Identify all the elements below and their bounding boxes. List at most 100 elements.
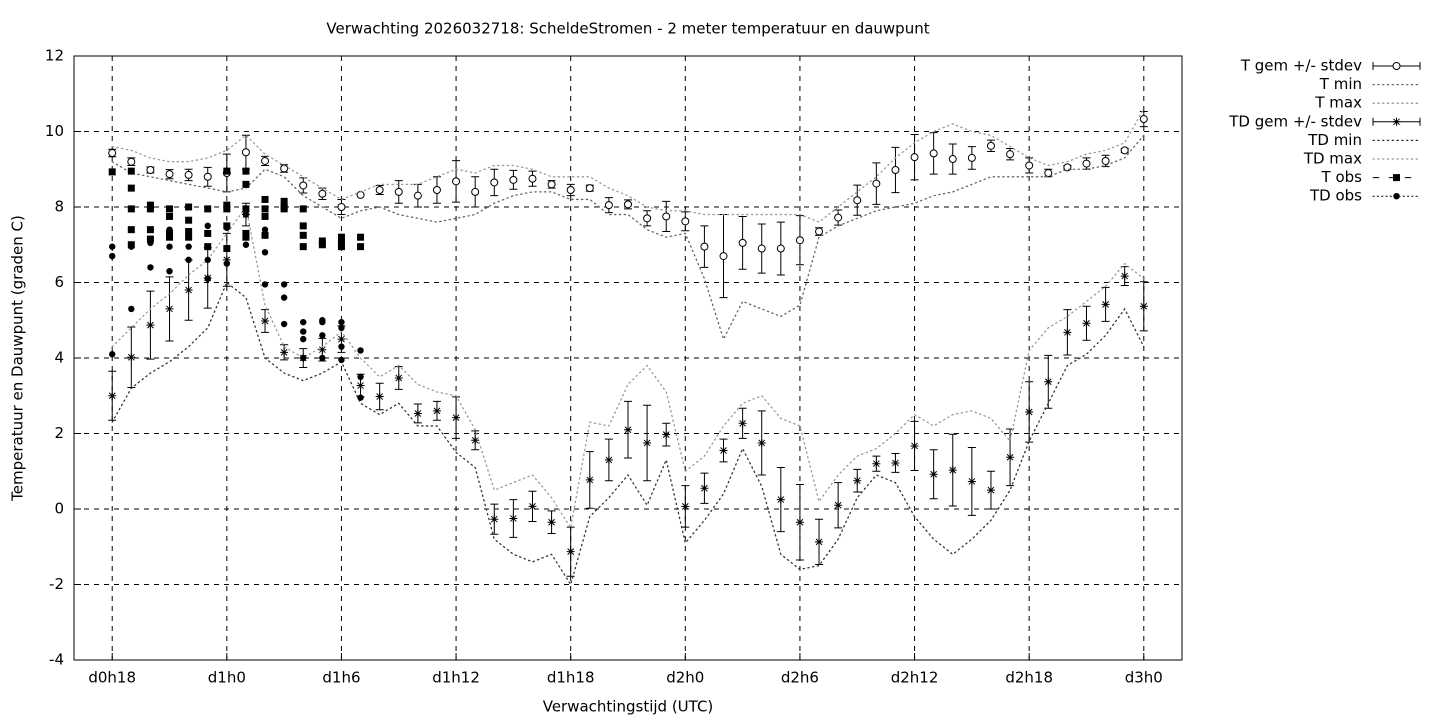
marker [490, 515, 499, 524]
marker [338, 356, 345, 364]
marker [299, 205, 307, 213]
marker [146, 201, 154, 209]
marker [242, 205, 250, 213]
marker [776, 495, 785, 504]
marker [986, 486, 995, 495]
marker [280, 320, 288, 328]
marker [127, 167, 135, 175]
marker [261, 195, 269, 203]
marker [319, 332, 326, 339]
marker [261, 156, 270, 165]
marker [795, 236, 804, 245]
marker [566, 547, 575, 556]
marker [1006, 150, 1015, 159]
marker [528, 502, 537, 511]
marker [356, 381, 365, 390]
marker [185, 243, 192, 250]
marker [261, 205, 269, 213]
marker [929, 149, 938, 158]
x-tick-label: d1h18 [547, 669, 595, 687]
marker [1063, 328, 1072, 337]
marker [719, 252, 728, 261]
y-axis-label: Temperatuur en Dauwpunt (graden C) [9, 215, 27, 502]
marker [127, 226, 135, 234]
x-tick-label: d2h12 [891, 669, 939, 687]
marker [738, 238, 747, 247]
marker [280, 281, 288, 288]
x-tick-label: d1h0 [208, 669, 246, 687]
marker [261, 281, 269, 288]
legend-label: TD obs [1309, 187, 1362, 205]
marker [357, 394, 364, 401]
range-line [111, 108, 1145, 223]
marker [108, 391, 117, 400]
marker [242, 233, 250, 241]
marker [147, 226, 154, 233]
marker [319, 354, 326, 362]
marker [719, 446, 728, 455]
marker [872, 459, 881, 468]
marker [165, 304, 174, 313]
marker [604, 455, 613, 464]
legend-label: T max [1314, 94, 1362, 112]
marker [432, 406, 441, 415]
marker [242, 180, 250, 188]
marker [223, 245, 231, 252]
legend-label: TD min [1307, 131, 1362, 149]
marker [261, 231, 269, 239]
marker [300, 354, 307, 362]
x-tick-label: d0h18 [88, 669, 136, 687]
marker [222, 255, 231, 264]
marker [223, 260, 231, 267]
marker [166, 229, 174, 237]
marker [166, 212, 174, 220]
marker [146, 205, 154, 213]
marker [299, 231, 307, 239]
marker [166, 243, 173, 250]
marker [452, 413, 461, 422]
marker [127, 184, 135, 192]
marker [738, 419, 747, 428]
x-tick-label: d1h12 [432, 669, 480, 687]
marker [509, 175, 518, 184]
marker [300, 318, 307, 326]
marker [757, 244, 766, 253]
marker [910, 441, 919, 450]
marker [318, 189, 327, 198]
legend-label: TD gem +/- stdev [1228, 112, 1362, 130]
marker [318, 241, 326, 249]
marker [338, 318, 345, 326]
y-tick-label: 6 [54, 273, 64, 291]
marker [891, 458, 900, 467]
marker [853, 196, 862, 205]
x-tick-label: d3h0 [1125, 669, 1163, 687]
marker [223, 224, 231, 231]
marker [967, 153, 976, 162]
marker [1392, 117, 1401, 126]
marker [280, 294, 288, 301]
marker [300, 328, 307, 335]
marker [432, 186, 441, 195]
marker [242, 167, 250, 175]
marker [146, 166, 155, 175]
marker [1101, 300, 1110, 309]
marker [223, 167, 231, 175]
marker [299, 243, 307, 251]
marker [108, 168, 116, 176]
marker [185, 228, 193, 236]
marker [1120, 146, 1129, 155]
marker [338, 343, 345, 350]
y-tick-label: -4 [49, 651, 64, 669]
marker [357, 347, 364, 354]
marker [261, 317, 270, 326]
marker [318, 345, 327, 354]
marker [223, 201, 231, 209]
marker [166, 267, 173, 275]
marker [337, 243, 345, 251]
marker [242, 241, 250, 248]
legend-label: T min [1319, 75, 1362, 93]
marker [624, 425, 632, 434]
marker [166, 233, 174, 241]
marker [318, 237, 326, 245]
